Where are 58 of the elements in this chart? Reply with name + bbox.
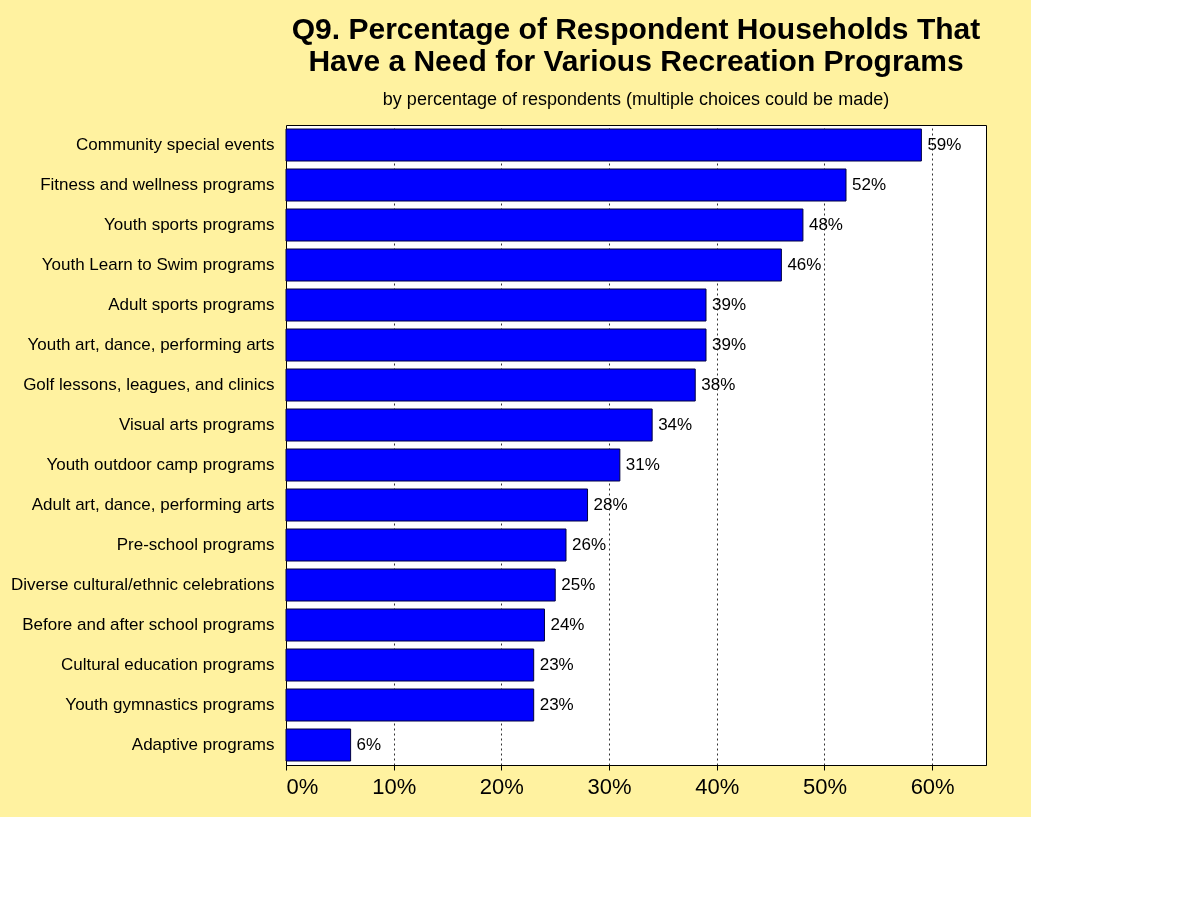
- text: Have a Need for Various Recreation Programs: [308, 44, 964, 77]
- y-tick-label: Adult sports programs: [108, 295, 275, 314]
- y-tick-label: Adaptive programs: [131, 735, 275, 754]
- bar: [285, 208, 804, 242]
- y-tick-label: Community special events: [76, 135, 275, 154]
- x-tick-label: 30%: [587, 773, 632, 799]
- data-label: 52%: [852, 175, 887, 194]
- y-tick-label: Cultural education programs: [60, 655, 275, 674]
- y-tick-label: Before and after school programs: [22, 615, 275, 634]
- data-label: 38%: [701, 375, 736, 394]
- y-tick-label: Youth sports programs: [104, 215, 275, 234]
- data-label: 31%: [625, 455, 660, 474]
- y-tick-label: Pre-school programs: [116, 535, 275, 554]
- bar: [285, 168, 847, 202]
- y-tick-label: Adult art, dance, performing arts: [31, 495, 275, 514]
- y-tick-label: Visual arts programs: [118, 415, 275, 434]
- data-label: 24%: [550, 615, 585, 634]
- data-label: 26%: [572, 535, 607, 554]
- bar: [285, 568, 556, 602]
- bar: [285, 488, 589, 522]
- x-tick-label: 60%: [910, 773, 955, 799]
- bar: [285, 128, 922, 162]
- data-label: 23%: [539, 695, 574, 714]
- y-tick-label: Youth outdoor camp programs: [46, 455, 275, 474]
- x-tick-label: 50%: [802, 773, 847, 799]
- bar: [285, 288, 707, 322]
- y-tick-label: Youth gymnastics programs: [65, 695, 275, 714]
- y-tick-label: Fitness and wellness programs: [40, 175, 275, 194]
- data-label: 48%: [808, 215, 843, 234]
- bar: [285, 728, 352, 762]
- text: Q9. Percentage of Respondent Households That: [291, 12, 981, 45]
- bar: [285, 408, 653, 442]
- data-label: 34%: [658, 415, 693, 434]
- bar: [285, 688, 535, 722]
- y-tick-label: Diverse cultural/ethnic celebrations: [10, 575, 275, 594]
- y-tick-label: Golf lessons, leagues, and clinics: [23, 375, 275, 394]
- bar: [285, 608, 545, 642]
- data-label: 25%: [561, 575, 596, 594]
- bar: [285, 328, 707, 362]
- bar: [285, 528, 567, 562]
- data-label: 46%: [787, 255, 822, 274]
- data-label: 28%: [593, 495, 628, 514]
- data-label: 39%: [712, 295, 747, 314]
- x-tick-label: 10%: [372, 773, 417, 799]
- bar: [285, 248, 782, 282]
- data-label: 23%: [539, 655, 574, 674]
- x-tick-label: 20%: [479, 773, 524, 799]
- y-tick-label: Youth Learn to Swim programs: [41, 255, 275, 274]
- data-label: 59%: [927, 135, 962, 154]
- x-tick-label: 40%: [695, 773, 740, 799]
- bar: [285, 448, 621, 482]
- chart-subtitle: by percentage of respondents (multiple choices could be made): [382, 89, 890, 109]
- y-tick-label: Youth art, dance, performing arts: [27, 335, 275, 354]
- x-tick-label: 0%: [286, 773, 319, 799]
- data-label: 39%: [712, 335, 747, 354]
- data-label: 6%: [356, 735, 382, 754]
- bar: [285, 648, 535, 682]
- bar: [285, 368, 696, 402]
